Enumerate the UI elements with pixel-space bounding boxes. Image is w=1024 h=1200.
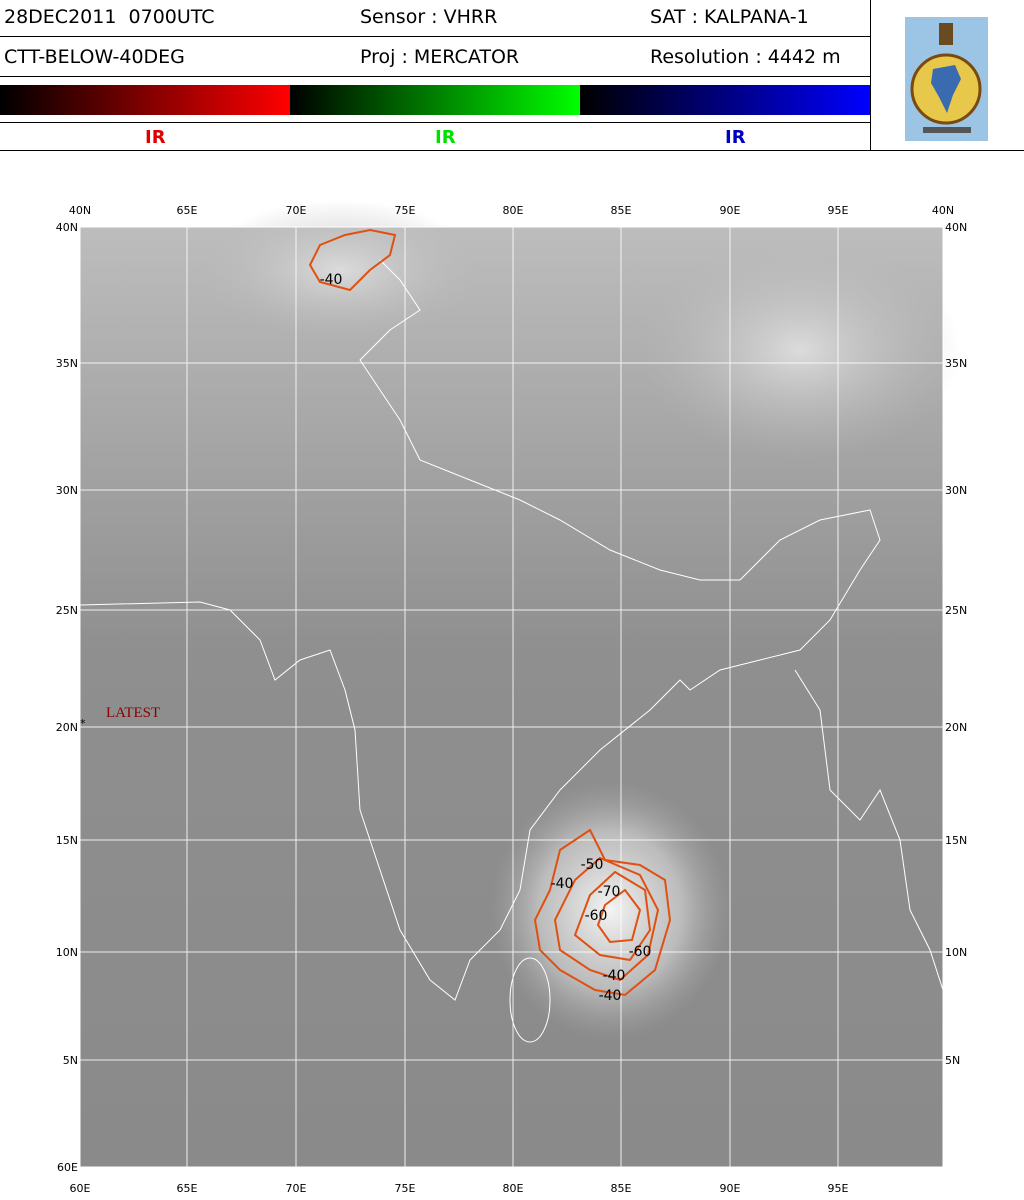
bottom-label: 60E [70,1182,91,1195]
projection: Proj : MERCATOR [360,46,520,68]
top-label: 70E [286,204,307,217]
cloud [490,780,730,1040]
resolution: Resolution : 4442 m [650,46,841,68]
contour-label: -60 [629,944,652,960]
top-label: 65E [177,204,198,217]
right-label: 5N [945,1054,960,1067]
left-label: 30N [56,484,78,497]
left-label: 5N [63,1054,78,1067]
contour-label: -60 [585,908,608,924]
left-label: 10N [56,946,78,959]
satellite: SAT : KALPANA-1 [650,6,809,28]
top-label: 95E [828,204,849,217]
map-frame [79,226,944,1168]
sensor: Sensor : VHRR [360,6,498,28]
contour-label: -70 [598,884,621,900]
top-label: 75E [395,204,416,217]
color-bar-red [0,85,290,115]
bottom-label: 75E [395,1182,416,1195]
top-label: 40N [932,204,954,217]
divider [0,76,870,77]
divider [870,0,871,150]
left-label: 25N [56,604,78,617]
right-label: 25N [945,604,967,617]
contour-label: -40 [551,876,574,892]
cloud [640,240,960,460]
date: 28DEC2011 0700UTC [4,6,215,28]
ir-label: IR [435,127,456,148]
ir-label: IR [725,127,746,148]
divider [0,122,870,123]
divider [0,150,1024,151]
contours [308,228,672,997]
product: CTT-BELOW-40DEG [4,46,185,68]
top-label: 90E [720,204,741,217]
right-label: 35N [945,357,967,370]
top-label: 40N [69,204,91,217]
right-label: 10N [945,946,967,959]
latest-marker: * [80,717,86,730]
bottom-label: 90E [720,1182,741,1195]
bottom-label: 80E [503,1182,524,1195]
top-label: 85E [611,204,632,217]
top-label: 80E [503,204,524,217]
bottom-label: 95E [828,1182,849,1195]
ir-label: IR [145,127,166,148]
contour-label: -40 [599,988,622,1004]
left-label: 40N [56,221,78,234]
graticule [80,227,943,1167]
bottom-label: 85E [611,1182,632,1195]
right-label: 30N [945,484,967,497]
left-label: 35N [56,357,78,370]
left-label: 15N [56,834,78,847]
left-label: 60E [57,1161,78,1174]
contour-label: -40 [320,272,343,288]
color-bar-blue [580,85,870,115]
right-label: 15N [945,834,967,847]
contour-label: -50 [581,857,604,873]
map: 40N 65E 70E 75E 80E 85E 90E 95E 40N 60E 65E 70E 75E 8… [56,200,967,1195]
bottom-label: 65E [177,1182,198,1195]
left-label: 20N [56,721,78,734]
cloud [200,200,480,340]
annotation: LATEST [106,705,160,721]
coastline [79,259,944,1043]
bottom-label: 70E [286,1182,307,1195]
logo [905,17,988,141]
divider [0,36,870,37]
color-bar-green [290,85,580,115]
contour-label: -40 [603,968,626,984]
right-label: 20N [945,721,967,734]
right-label: 40N [945,221,967,234]
